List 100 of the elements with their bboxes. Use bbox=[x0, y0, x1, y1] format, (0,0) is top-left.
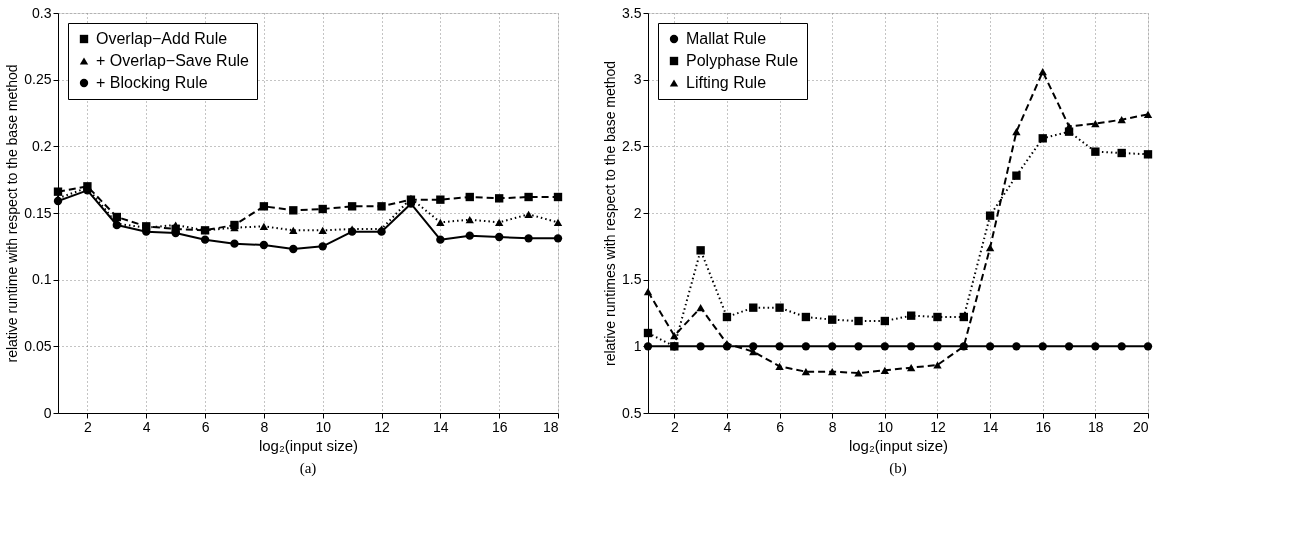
point bbox=[1012, 171, 1021, 180]
y-tick-label: 2.5 bbox=[622, 137, 642, 154]
point bbox=[259, 202, 269, 211]
point bbox=[985, 342, 995, 351]
point bbox=[696, 246, 705, 255]
point bbox=[933, 342, 942, 351]
x-tick-label: 4 bbox=[142, 418, 151, 435]
point bbox=[289, 244, 298, 254]
x-tick-label: 8 bbox=[260, 418, 269, 435]
point bbox=[1117, 116, 1126, 124]
y-tick-label: 1.5 bbox=[622, 271, 642, 288]
y-tick-label: 0.3 bbox=[32, 4, 52, 21]
point bbox=[722, 312, 732, 322]
x-tick-label: 16 bbox=[1035, 418, 1052, 435]
point bbox=[436, 235, 445, 244]
point bbox=[1143, 342, 1153, 351]
point bbox=[553, 234, 563, 243]
point bbox=[854, 342, 863, 351]
y-tick-label: 0.5 bbox=[622, 404, 642, 421]
point bbox=[985, 244, 995, 252]
x-tick-label: 18 bbox=[1088, 418, 1104, 435]
point bbox=[259, 222, 269, 230]
point bbox=[1091, 342, 1100, 351]
x-tick-label: 16 bbox=[491, 418, 508, 435]
point bbox=[289, 206, 298, 215]
point bbox=[749, 303, 758, 312]
point bbox=[112, 212, 122, 222]
x-tick-label: 14 bbox=[433, 418, 449, 435]
legend-label: + Overlap−Save Rule bbox=[96, 52, 250, 69]
x-axis-title: log₂(input size) bbox=[848, 436, 949, 454]
point bbox=[670, 332, 679, 340]
point bbox=[880, 366, 890, 374]
point bbox=[959, 312, 968, 322]
y-tick-label: 3 bbox=[633, 71, 642, 88]
legend-label: Polyphase Rule bbox=[686, 52, 799, 69]
y-axis-title: relative runtimes with respect to the base method bbox=[602, 60, 619, 367]
x-tick-label: 18 bbox=[542, 418, 559, 435]
point bbox=[854, 316, 863, 326]
y-axis-title: relative runtime with respect to the base method bbox=[4, 64, 21, 363]
x-tick-label: 2 bbox=[84, 418, 93, 435]
x-tick-label: 12 bbox=[374, 418, 391, 435]
x-tick-label: 4 bbox=[723, 418, 732, 435]
x-tick-label: 6 bbox=[201, 418, 210, 435]
point bbox=[828, 315, 837, 324]
legend-label: + Blocking Rule bbox=[96, 74, 208, 91]
point bbox=[494, 232, 504, 242]
point bbox=[1091, 147, 1100, 156]
point bbox=[1143, 150, 1153, 159]
point bbox=[643, 288, 653, 296]
point bbox=[171, 221, 180, 229]
x-tick-label: 10 bbox=[315, 418, 332, 435]
point bbox=[1117, 148, 1126, 158]
y-tick-label: 0.05 bbox=[24, 337, 52, 354]
point bbox=[347, 202, 357, 211]
point bbox=[289, 226, 298, 234]
point bbox=[465, 231, 474, 240]
y-tick-label: 2 bbox=[633, 204, 642, 221]
point bbox=[1012, 342, 1021, 351]
point bbox=[906, 311, 916, 320]
x-tick-label: 14 bbox=[982, 418, 999, 435]
point bbox=[643, 328, 653, 338]
point bbox=[828, 342, 837, 351]
y-tick-label: 3.5 bbox=[622, 4, 642, 21]
x-tick-label: 20 bbox=[1132, 418, 1149, 435]
point bbox=[880, 342, 890, 351]
point bbox=[494, 194, 504, 203]
point bbox=[1012, 128, 1021, 136]
point bbox=[259, 240, 269, 250]
point bbox=[524, 210, 533, 218]
y-tick-label: 1 bbox=[633, 337, 642, 354]
point bbox=[53, 187, 63, 196]
y-tick-label: 0.1 bbox=[32, 271, 52, 288]
point bbox=[436, 218, 445, 226]
point bbox=[1091, 120, 1100, 128]
y-tick-label: 0.25 bbox=[24, 71, 52, 88]
x-tick-label: 12 bbox=[930, 418, 946, 435]
point bbox=[553, 192, 563, 202]
point bbox=[1117, 342, 1126, 351]
legend-label: Lifting Rule bbox=[686, 74, 767, 91]
point bbox=[524, 192, 533, 202]
point bbox=[200, 235, 210, 244]
point bbox=[1064, 342, 1074, 351]
y-tick-label: 0.2 bbox=[32, 137, 52, 154]
point bbox=[318, 242, 327, 251]
x-tick-label: 2 bbox=[670, 418, 679, 435]
point bbox=[553, 218, 563, 226]
point bbox=[465, 216, 474, 224]
point bbox=[696, 304, 705, 312]
point bbox=[318, 226, 327, 234]
legend-label: Mallat Rule bbox=[686, 30, 767, 47]
point bbox=[1038, 342, 1047, 351]
point bbox=[53, 196, 63, 206]
x-axis-title: log₂(input size) bbox=[258, 436, 359, 454]
point bbox=[465, 192, 474, 202]
point bbox=[906, 342, 916, 351]
point bbox=[775, 342, 784, 351]
point bbox=[377, 202, 386, 211]
point bbox=[1143, 110, 1153, 118]
y-tick-label: 0.15 bbox=[24, 204, 52, 221]
x-tick-label: 6 bbox=[776, 418, 785, 435]
